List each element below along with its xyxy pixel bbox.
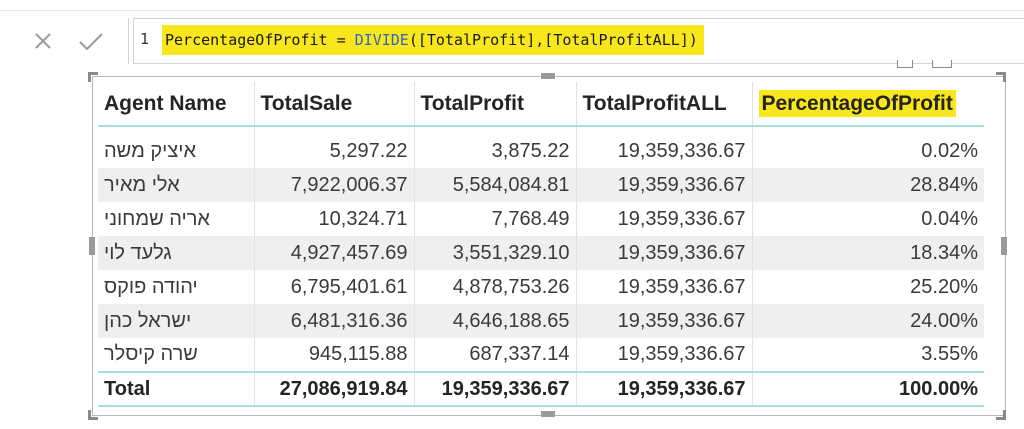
agent-name-cell: איציק משה: [98, 126, 255, 168]
agent-name: גלעד לוי: [104, 241, 172, 264]
resize-handle-bottom-right[interactable]: [996, 410, 1006, 420]
totalsale-cell: 6,481,316.36: [254, 304, 415, 338]
line-number: 1: [140, 30, 150, 48]
total-row: Total 27,086,919.84 19,359,336.67 19,359…: [98, 371, 984, 407]
agent-name: ישראל כהן: [104, 309, 192, 332]
visual-header-menu[interactable]: [932, 60, 952, 68]
totalprofit-cell: 3,875.22: [414, 126, 577, 168]
totalsale-cell: 6,795,401.61: [254, 270, 415, 304]
data-table: Agent Name TotalSale TotalProfit TotalPr…: [98, 82, 984, 407]
agent-name: אריה שמחוני: [104, 207, 210, 230]
resize-handle-right[interactable]: [1001, 237, 1007, 255]
formula-bar: 1 PercentageOfProfit = DIVIDE([TotalProf…: [0, 0, 1024, 78]
percentageofprofit-cell: 3.55%: [921, 343, 978, 365]
agent-name-cell: יהודה פוקס: [98, 270, 255, 304]
totalsale-cell: 7,922,006.37: [254, 168, 415, 202]
column-header-totalsale[interactable]: TotalSale: [254, 82, 415, 127]
agent-name-cell: אריה שמחוני: [98, 202, 255, 236]
resize-handle-top-left[interactable]: [88, 72, 98, 82]
totalprofitall-cell: 19,359,336.67: [576, 236, 753, 270]
column-header-percentageofprofit-label: PercentageOfProfit: [758, 89, 956, 117]
totalprofit-cell: 4,878,753.26: [414, 270, 577, 304]
totalsale-cell: 5,297.22: [254, 126, 415, 168]
totalsale-cell: 10,324.71: [254, 202, 415, 236]
totalprofitall-cell: 19,359,336.67: [576, 168, 753, 202]
table-row: שרה קיסלר 945,115.88 687,337.14 19,359,3…: [98, 338, 984, 372]
totalprofitall-cell: 19,359,336.67: [576, 202, 753, 236]
percentageofprofit-cell: 18.34%: [752, 236, 984, 270]
table-row: אריה שמחוני 10,324.71 7,768.49 19,359,33…: [98, 202, 984, 236]
cancel-formula-button[interactable]: [28, 28, 58, 54]
resize-handle-bottom[interactable]: [541, 411, 555, 417]
totalprofit-cell: 687,337.14: [414, 338, 577, 372]
total-totalprofitall: 19,359,336.67: [576, 371, 753, 407]
totalsale-cell: 945,115.88: [254, 338, 415, 372]
total-percentageofprofit: 100.00%: [752, 371, 984, 407]
totalprofitall-cell: 19,359,336.67: [576, 304, 753, 338]
totalprofit-cell: 5,584,084.81: [414, 168, 577, 202]
resize-handle-bottom-left[interactable]: [88, 410, 98, 420]
agent-name-cell: ישראל כהן: [98, 304, 255, 338]
percentageofprofit-cell: 24.00%: [752, 304, 984, 338]
table-row: גלעד לוי 4,927,457.69 3,551,329.10 19,35…: [98, 236, 984, 270]
agent-name-cell: אלי מאיר: [98, 168, 255, 202]
resize-handle-top[interactable]: [541, 73, 555, 79]
percentageofprofit-cell: 0.04%: [921, 207, 978, 230]
total-label: Total: [98, 371, 255, 407]
resize-handle-top-right[interactable]: [996, 72, 1006, 82]
resize-handle-left[interactable]: [89, 237, 95, 255]
commit-formula-button[interactable]: [76, 28, 106, 54]
formula-function: DIVIDE: [354, 31, 409, 49]
ribbon-edge: [0, 0, 1024, 11]
agent-name-cell: גלעד לוי: [98, 236, 255, 270]
close-icon: [35, 33, 51, 49]
totalprofitall-cell: 19,359,336.67: [576, 270, 753, 304]
formula-bar-divider: [128, 18, 129, 64]
total-totalprofit: 19,359,336.67: [414, 371, 577, 407]
table-row: אלי מאיר 7,922,006.37 5,584,084.81 19,35…: [98, 168, 984, 202]
totalprofit-cell: 4,646,188.65: [414, 304, 577, 338]
totalprofit-cell: 7,768.49: [414, 202, 577, 236]
totalprofit-cell: 3,551,329.10: [414, 236, 577, 270]
formula-editor[interactable]: 1 PercentageOfProfit = DIVIDE([TotalProf…: [133, 18, 1024, 64]
agent-name: יהודה פוקס: [104, 275, 198, 298]
formula-operator: =: [327, 31, 355, 49]
formula-arguments: ([TotalProfit],[TotalProfitALL]): [408, 31, 698, 49]
header-row: Agent Name TotalSale TotalProfit TotalPr…: [98, 82, 984, 127]
checkmark-icon: [79, 33, 103, 51]
agent-name: איציק משה: [104, 140, 197, 162]
percentageofprofit-cell: 0.02%: [921, 140, 978, 162]
percentageofprofit-cell: 25.20%: [910, 275, 978, 298]
column-header-totalprofit[interactable]: TotalProfit: [414, 82, 577, 127]
table-row: יהודה פוקס 6,795,401.61 4,878,753.26 19,…: [98, 270, 984, 304]
totalsale-cell: 4,927,457.69: [254, 236, 415, 270]
formula-text[interactable]: PercentageOfProfit = DIVIDE([TotalProfit…: [162, 25, 704, 55]
column-header-totalprofitall[interactable]: TotalProfitALL: [576, 82, 753, 127]
measure-name: PercentageOfProfit: [165, 31, 328, 49]
visual-header-handle: [897, 60, 913, 68]
column-header-agent-name[interactable]: Agent Name: [98, 82, 255, 127]
totalprofitall-cell: 19,359,336.67: [576, 126, 753, 168]
totalprofitall-cell: 19,359,336.67: [576, 338, 753, 372]
table-row: איציק משה 5,297.22 3,875.22 19,359,336.6…: [98, 126, 984, 168]
agent-name-cell: שרה קיסלר: [98, 338, 255, 372]
column-header-percentageofprofit[interactable]: PercentageOfProfit: [752, 82, 984, 127]
total-totalsale: 27,086,919.84: [254, 371, 415, 407]
table-row: ישראל כהן 6,481,316.36 4,646,188.65 19,3…: [98, 304, 984, 338]
agent-name: שרה קיסלר: [104, 343, 198, 365]
agent-name: אלי מאיר: [104, 173, 180, 196]
percentageofprofit-cell: 28.84%: [752, 168, 984, 202]
